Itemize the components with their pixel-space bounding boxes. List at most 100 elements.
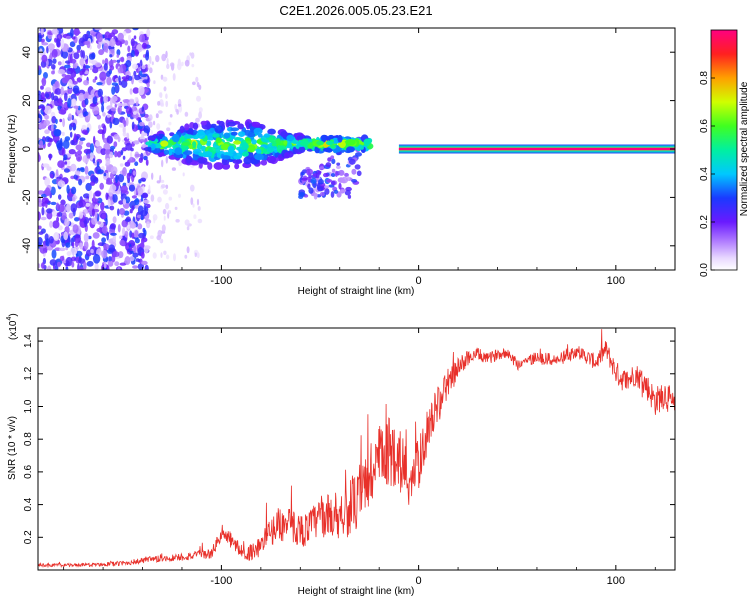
spectrogram-noise-cell <box>85 202 91 207</box>
spectrogram-scatter-cell <box>308 187 314 194</box>
spectrogram-noise-cell <box>47 142 51 147</box>
spectrogram-noise-cell <box>113 141 118 148</box>
colorbar-gradient <box>710 29 738 271</box>
spectrogram-noise-cell <box>137 223 143 230</box>
spectrogram-signal-cell <box>212 133 220 138</box>
spectrogram-noise-cell <box>112 117 120 126</box>
spectrogram-noise-cell <box>96 161 100 168</box>
spectrogram-scatter-cell <box>325 162 332 168</box>
spectrogram-noise-cell <box>157 110 163 114</box>
snr-y-axis-label: SNR (10 * v/v) <box>7 416 18 480</box>
spectrogram-noise-cell <box>134 49 139 57</box>
spectrogram-noise-cell <box>119 208 126 215</box>
spectrogram-noise-cell <box>67 97 72 108</box>
spectrogram-signal-cell <box>145 141 153 146</box>
spectrogram-noise-cell <box>122 167 127 177</box>
spectrogram-noise-cell <box>177 103 182 107</box>
spectrogram-noise-cell <box>50 201 57 206</box>
spectrogram-signal-cell <box>346 146 355 153</box>
spectrogram-noise-cell <box>89 65 93 71</box>
spectrogram-noise-cell <box>51 249 57 259</box>
spectrogram-noise-cell <box>133 35 137 40</box>
spectrogram-noise-cell <box>119 262 127 266</box>
spectrogram-noise-cell <box>85 182 92 192</box>
spectrogram-noise-cell <box>55 118 58 125</box>
spectrogram-noise-cell <box>105 70 111 78</box>
spectrogram-noise-cell <box>116 103 124 107</box>
spectrogram-signal-cell <box>185 155 193 164</box>
spectrogram-noise-cell <box>156 123 161 130</box>
spectrogram-noise-cell <box>134 153 142 158</box>
spectrogram-noise-cell <box>72 63 78 69</box>
spectrogram-scatter-cell <box>313 192 318 200</box>
spectrogram-noise-cell <box>184 111 189 117</box>
spectrogram-noise-cell <box>196 95 201 102</box>
spectrogram-noise-cell <box>117 224 121 233</box>
spectrogram-signal-cell <box>255 148 262 155</box>
spectrogram-signal-cell <box>160 140 169 147</box>
spectrogram-ytick-label: -40 <box>21 238 33 254</box>
spectrogram-scatter-cell <box>333 189 339 194</box>
spectrogram-noise-cell <box>106 114 111 118</box>
snr-ytick-label: 0.8 <box>23 432 34 446</box>
spectrogram-noise-cell <box>101 237 106 243</box>
spectrogram-noise-cell <box>131 121 135 130</box>
spectrogram-noise-cell <box>46 211 53 220</box>
spectrogram-noise-cell <box>61 50 69 59</box>
colorbar-tick-label: 0.0 <box>699 263 710 277</box>
spectrogram-noise-cell <box>91 239 95 250</box>
spectrogram-scatter-cell <box>354 164 361 170</box>
spectrogram-noise-cell <box>140 73 148 78</box>
spectrogram-signal-cell <box>359 145 364 150</box>
spectrogram-noise-cell <box>153 120 156 126</box>
spectrogram-x-axis-label: Height of straight line (km) <box>298 286 415 297</box>
spectrogram-noise-cell <box>128 220 135 226</box>
spectrogram-noise-cell <box>151 172 154 180</box>
spectrogram-noise-cell <box>119 41 123 48</box>
spectrogram-noise-cell <box>60 199 66 206</box>
spectrogram-noise-cell <box>67 113 73 121</box>
spectrogram-noise-cell <box>71 241 75 248</box>
spectrogram-noise-cell <box>117 208 120 216</box>
spectrogram-noise-cell <box>193 214 197 219</box>
spectrogram-noise-cell <box>112 234 117 243</box>
spectrogram-noise-cell <box>66 203 71 213</box>
spectrogram-noise-cell <box>73 105 79 109</box>
spectrogram-noise-cell <box>57 69 66 75</box>
spectrogram-noise-cell <box>168 121 172 126</box>
spectrogram-marks <box>38 28 675 270</box>
spectrogram-scatter-cell <box>307 183 311 190</box>
spectrogram-noise-cell <box>59 255 65 261</box>
spectrogram-noise-cell <box>60 86 64 96</box>
spectrogram-noise-cell <box>152 252 157 259</box>
spectrogram-noise-cell <box>94 76 98 80</box>
spectrogram-noise-cell <box>173 253 176 262</box>
spectrogram-noise-cell <box>76 44 81 51</box>
spectrogram-signal-cell <box>330 144 336 149</box>
spectrogram-signal-cell <box>168 148 173 156</box>
spectrogram-noise-cell <box>148 121 153 128</box>
spectrogram-noise-cell <box>122 155 126 160</box>
spectrogram-noise-cell <box>50 186 56 196</box>
spectrogram-noise-cell <box>86 260 94 267</box>
spectrogram-noise-cell <box>45 87 52 93</box>
spectrogram-noise-cell <box>119 235 123 239</box>
spectrogram-noise-cell <box>115 174 118 184</box>
spectrogram-noise-cell <box>73 133 77 143</box>
spectrogram-signal-cell <box>286 134 295 142</box>
spectrogram-scatter-cell <box>298 191 305 197</box>
spectrogram-noise-cell <box>51 123 54 132</box>
spectrogram-noise-cell <box>103 172 107 177</box>
spectrogram-noise-cell <box>52 95 59 101</box>
spectrogram-noise-cell <box>41 77 47 87</box>
spectrogram-noise-cell <box>141 94 146 99</box>
spectrogram-noise-cell <box>165 50 168 59</box>
spectrogram-noise-cell <box>86 40 91 49</box>
spectrogram-noise-cell <box>134 204 140 209</box>
spectrogram-noise-cell <box>141 64 146 70</box>
snr-ytick-label: 1.0 <box>23 399 34 413</box>
spectrogram-noise-cell <box>79 242 84 250</box>
spectrogram-signal-cell <box>233 140 242 145</box>
spectrogram-noise-cell <box>109 32 116 37</box>
spectrogram-noise-cell <box>134 230 139 238</box>
